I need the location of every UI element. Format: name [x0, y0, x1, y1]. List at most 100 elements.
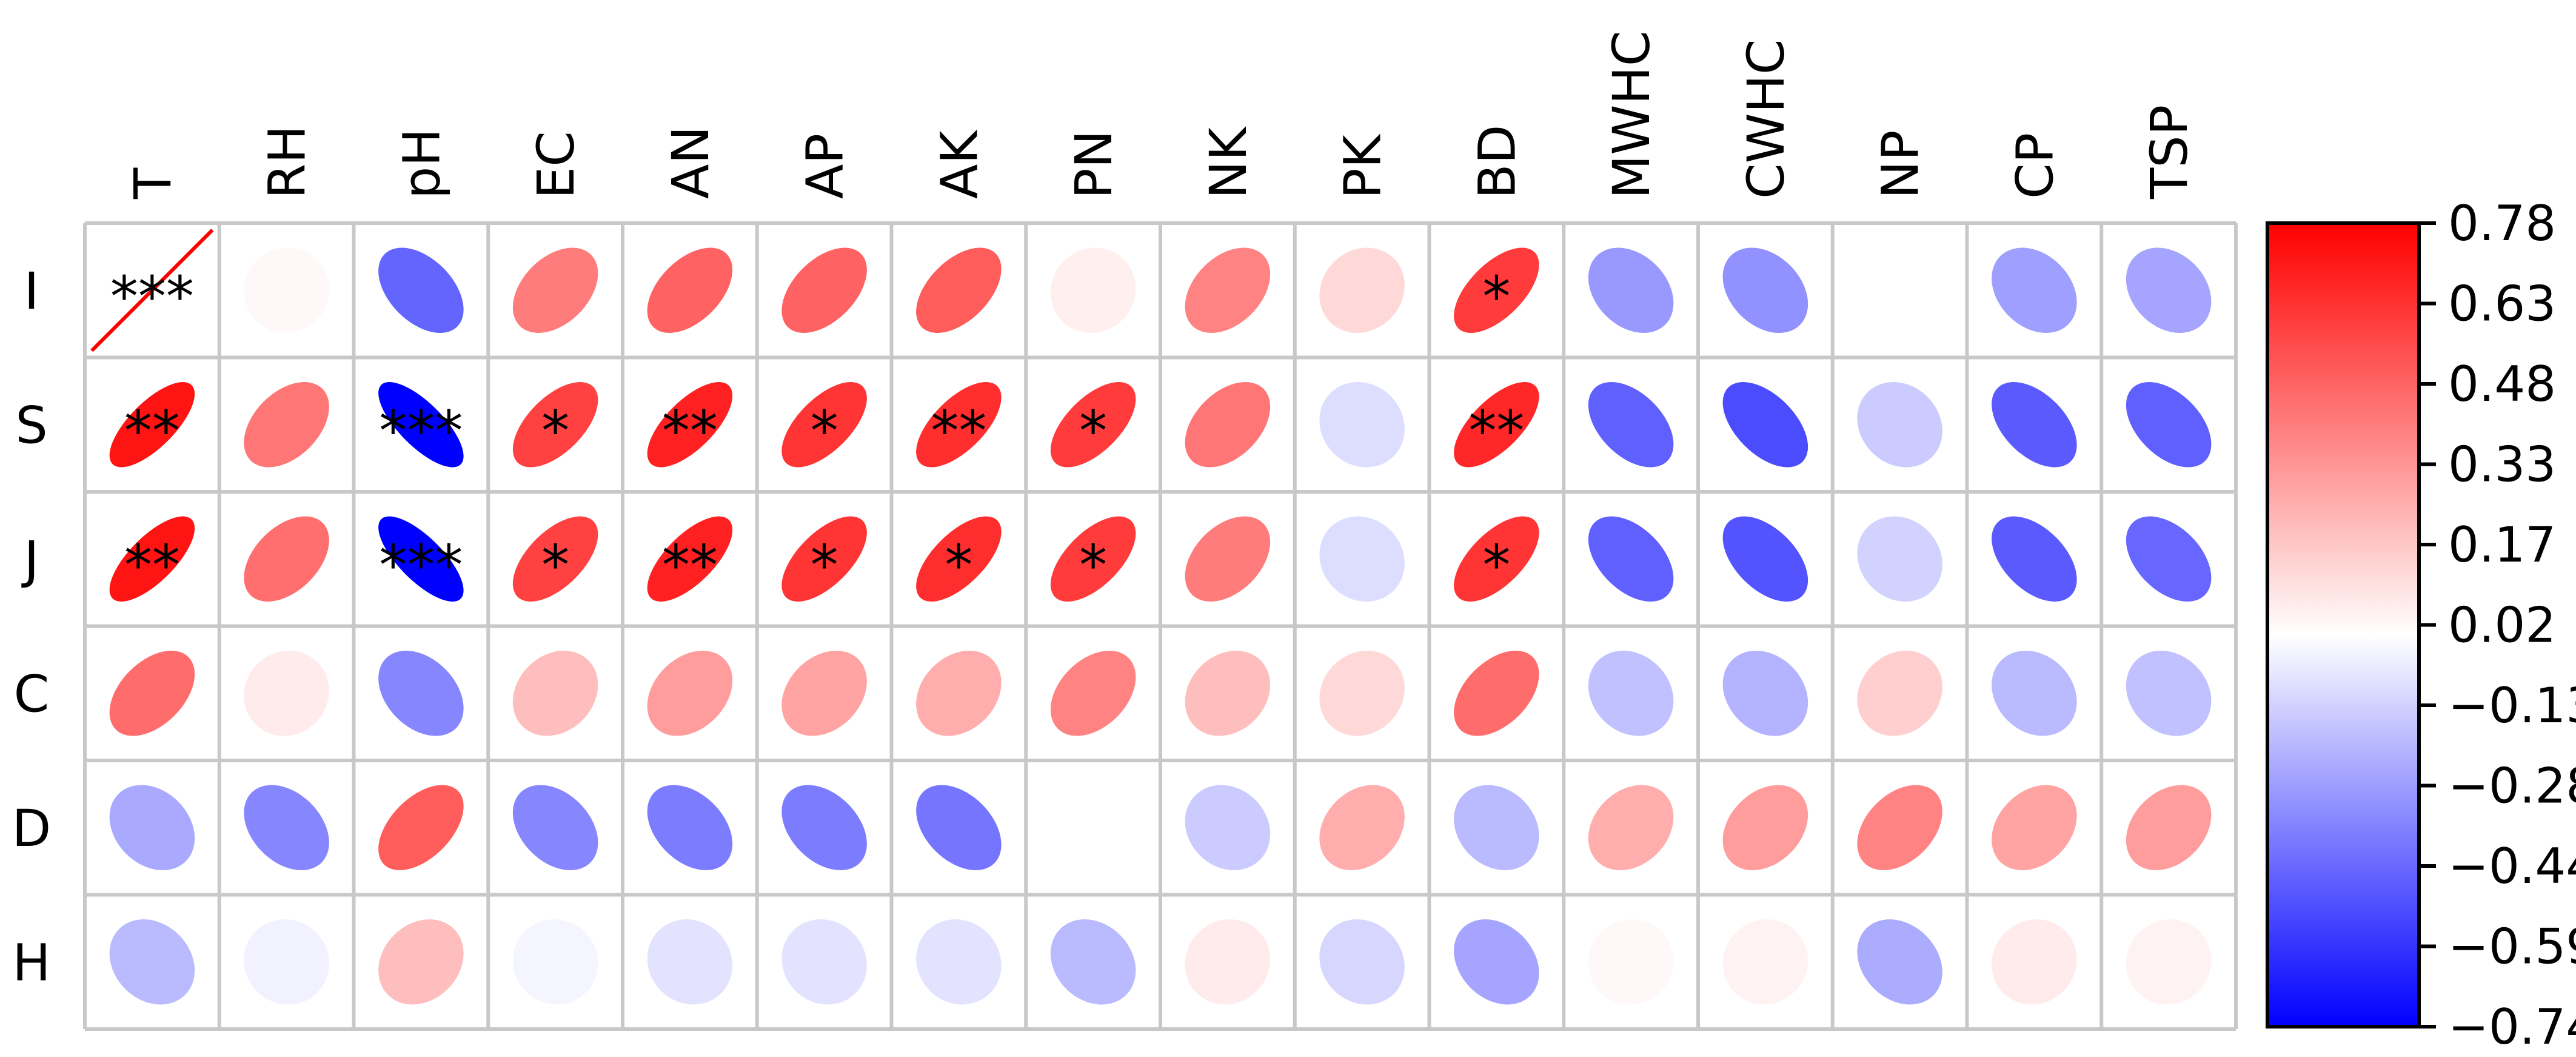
row-label: J [21, 530, 39, 589]
significance-mark: * [945, 533, 972, 598]
cell-C-TSP [2126, 650, 2212, 736]
significance-mark: * [811, 398, 838, 463]
cell-H-MWHC [1588, 919, 1674, 1005]
cell-C-CP [1992, 650, 2077, 736]
cell-S-RH [244, 381, 329, 468]
cell-I-MWHC [1588, 247, 1674, 334]
cell-J-PN [1050, 516, 1136, 602]
cell-H-CP [1992, 919, 2077, 1005]
column-label: CP [2005, 133, 2064, 199]
significance-mark: * [1079, 533, 1107, 598]
cell-S-PK [1319, 381, 1405, 468]
cell-C-BD [1454, 650, 1539, 736]
cell-S-CWHC [1722, 381, 1808, 468]
cell-I-AK [916, 247, 1002, 334]
cell-H-BD [1454, 919, 1539, 1005]
cell-S-MWHC [1588, 381, 1674, 468]
cell-S-pH [378, 381, 464, 468]
significance-mark: ** [124, 533, 180, 598]
cell-H-PK [1319, 919, 1405, 1005]
significance-mark: * [1482, 533, 1510, 598]
cell-S-CP [1992, 381, 2077, 468]
cells: *** *** *** * ** * ** * **** *** * ** * * * * [90, 229, 2212, 1005]
significance-mark: *** [379, 398, 463, 463]
colorbar-tick-label: −0.44 [2448, 838, 2576, 894]
cell-H-T [109, 919, 195, 1005]
cell-C-AN [647, 650, 733, 736]
cell-S-PN [1050, 381, 1136, 468]
cell-D-MWHC [1588, 785, 1674, 871]
cell-J-RH [244, 516, 329, 602]
cell-J-NK [1185, 516, 1271, 602]
column-label: PN [1064, 130, 1123, 200]
cell-C-pH [378, 650, 464, 736]
cell-S-AK [916, 381, 1002, 468]
cell-S-NP [1857, 381, 1942, 468]
cell-S-TSP [2126, 381, 2212, 468]
cell-I-NK [1185, 247, 1271, 334]
cell-J-NP [1857, 516, 1942, 602]
cell-C-RH [244, 650, 329, 736]
colorbar-tick-label: 0.63 [2448, 276, 2556, 332]
cell-D-EC [512, 785, 598, 871]
cell-J-T [109, 516, 195, 602]
cell-J-AN [647, 516, 733, 602]
cell-I-BD [1454, 247, 1539, 334]
significance-mark: * [1482, 264, 1510, 329]
cell-D-PN [1050, 785, 1136, 871]
cell-J-CWHC [1722, 516, 1808, 602]
significance-mark: ** [662, 398, 718, 463]
cell-S-T [109, 381, 195, 468]
significance-mark: *** [110, 264, 194, 329]
cell-D-AK [916, 785, 1002, 871]
row-label: D [12, 799, 52, 858]
column-label: RH [258, 125, 317, 199]
column-label: EC [526, 131, 586, 199]
cell-D-PK [1319, 785, 1405, 871]
significance-mark: * [1079, 398, 1107, 463]
column-label: MWHC [1602, 31, 1661, 199]
colorbar-gradient [2266, 221, 2421, 1028]
cell-I-pH [378, 247, 464, 334]
significance-mark: ** [124, 398, 180, 463]
cell-H-NK [1185, 919, 1271, 1005]
cell-I-NP [1857, 247, 1942, 334]
row-label: S [15, 395, 47, 455]
cell-D-TSP [2126, 785, 2212, 871]
cell-C-EC [512, 650, 598, 736]
row-label: H [12, 933, 50, 992]
column-label: NK [1199, 126, 1258, 199]
cell-C-PK [1319, 650, 1405, 736]
cell-S-AP [781, 381, 867, 468]
cell-J-BD [1454, 516, 1539, 602]
cell-H-AP [781, 919, 867, 1005]
colorbar-tick-label: 0.02 [2448, 597, 2556, 654]
cell-I-EC [512, 247, 598, 334]
cell-S-EC [512, 381, 598, 468]
column-label: NP [1871, 130, 1930, 200]
colorbar-tick-label: 0.33 [2448, 437, 2556, 493]
column-label: AP [795, 133, 855, 199]
cell-D-pH [378, 785, 464, 871]
cell-H-AN [647, 919, 733, 1005]
cell-I-T [90, 229, 214, 352]
column-label: AN [661, 126, 720, 199]
cell-I-PK [1319, 247, 1405, 334]
cell-J-MWHC [1588, 516, 1674, 602]
cell-D-RH [244, 785, 329, 871]
cell-I-PN [1050, 247, 1136, 334]
axis-labels: T RH pH EC AN AP AK PN NK PK BD MWHC CWHC NP CP TSP I S J C… [12, 31, 2199, 993]
cell-I-CP [1992, 247, 2077, 334]
cell-S-AN [647, 381, 733, 468]
significance-mark: * [811, 533, 838, 598]
colorbar-tick-label: −0.74 [2448, 999, 2576, 1055]
cell-C-NK [1185, 650, 1271, 736]
grid [83, 221, 2238, 1031]
cell-I-AN [647, 247, 733, 334]
cell-D-CP [1992, 785, 2077, 871]
column-label: T [123, 167, 182, 200]
significance-mark: ** [1468, 398, 1524, 463]
cell-D-T [109, 785, 195, 871]
cell-C-AP [781, 650, 867, 736]
